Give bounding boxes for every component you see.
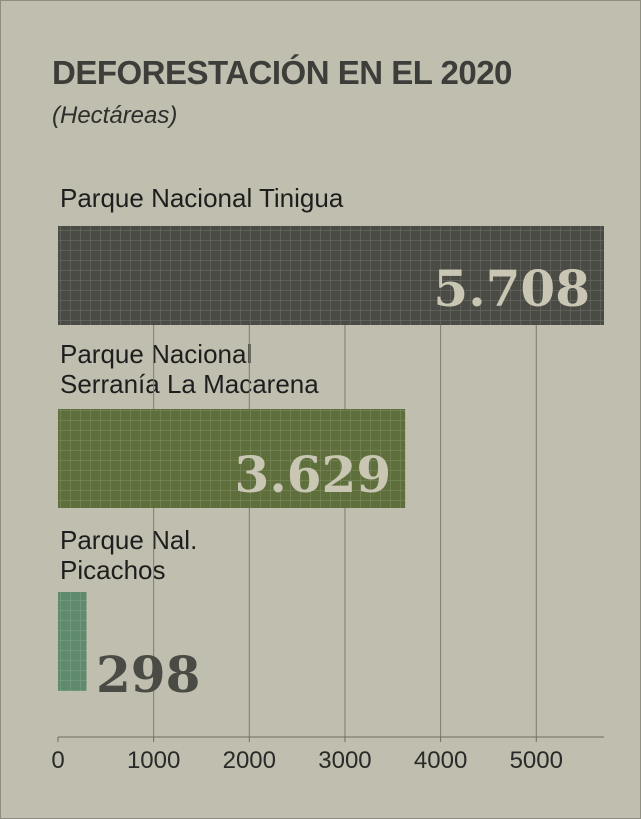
bar-label-line: Parque Nal. [60, 525, 198, 555]
value-label: 298 [96, 645, 200, 704]
bars [58, 226, 604, 691]
value-label: 5.708 [433, 259, 590, 318]
bar-label-macarena: Parque Nacional Serranía La Macarena [60, 339, 319, 399]
chart-title: DEFORESTACIÓN EN EL 2020 [52, 54, 512, 91]
x-tick-label: 4000 [414, 747, 467, 774]
bar-label-line: Serranía La Macarena [60, 369, 319, 399]
x-tick-label: 5000 [510, 747, 563, 774]
bar-label-picachos: Parque Nal. Picachos [60, 525, 197, 585]
bar-texture [58, 409, 406, 508]
bar-label-line: Parque Nacional Tinigua [60, 183, 344, 213]
bar-texture [58, 226, 604, 325]
bar-label-line: Parque Nacional [60, 339, 253, 369]
value-labels: 5.708 3.629 298 [96, 259, 590, 704]
x-tick-label: 1000 [127, 747, 180, 774]
x-tick-label: 0 [51, 747, 64, 774]
bar-label-tinigua: Parque Nacional Tinigua [60, 183, 343, 213]
x-tick-label: 2000 [223, 747, 276, 774]
chart-subtitle: (Hectáreas) [52, 102, 178, 129]
value-label: 3.629 [235, 445, 392, 504]
x-axis: 0 1000 2000 3000 4000 5000 [51, 736, 604, 774]
x-tick-label: 3000 [318, 747, 371, 774]
bar-label-line: Picachos [60, 555, 166, 585]
bar-texture [58, 592, 87, 691]
